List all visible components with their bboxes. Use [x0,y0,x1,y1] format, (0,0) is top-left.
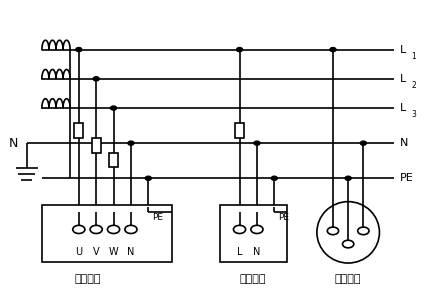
Bar [74,123,83,138]
Bar [92,138,100,153]
Text: L: L [400,45,407,55]
Text: 1: 1 [411,52,416,60]
Text: 三相设备: 三相设备 [74,274,101,284]
Text: 2: 2 [411,81,416,90]
Bar [220,204,287,262]
Circle shape [271,176,277,180]
Circle shape [76,47,82,52]
Circle shape [110,106,117,110]
Text: 单相设备: 单相设备 [239,274,266,284]
Circle shape [93,77,99,81]
Circle shape [145,176,151,180]
Text: L: L [400,103,407,113]
Text: V: V [93,247,99,257]
Circle shape [345,176,351,180]
Text: 单相插座: 单相插座 [335,274,361,284]
Circle shape [128,141,134,145]
Text: PE: PE [400,173,414,183]
Bar [235,123,244,138]
Text: L: L [400,74,407,84]
Text: N: N [9,137,18,150]
Text: U: U [75,247,82,257]
Text: L: L [237,247,242,257]
Text: N: N [400,138,409,148]
Circle shape [254,141,260,145]
Bar [109,153,118,167]
Circle shape [330,47,336,52]
Text: N: N [253,247,260,257]
Text: 3: 3 [411,110,416,119]
Circle shape [360,141,367,145]
Text: N: N [127,247,135,257]
Text: PE: PE [278,213,289,222]
Bar [42,204,172,262]
Text: PE: PE [152,213,163,222]
Ellipse shape [317,202,379,263]
Text: W: W [109,247,118,257]
Circle shape [237,47,242,52]
